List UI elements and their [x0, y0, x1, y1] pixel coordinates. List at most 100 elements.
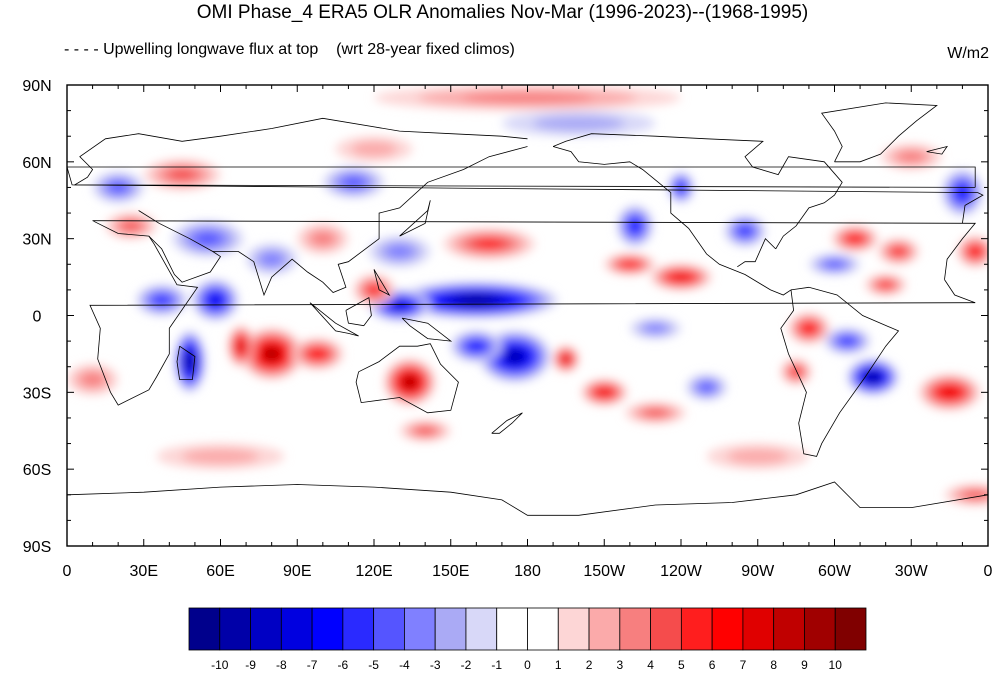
colorbar-label: -9 — [245, 658, 256, 672]
anomaly-contour — [826, 260, 843, 268]
anomaly-contour — [563, 356, 569, 362]
x-tick-label: 0 — [984, 563, 993, 580]
coastline — [212, 146, 528, 297]
anomaly-contour — [195, 232, 220, 245]
colorbar-label: -7 — [307, 658, 318, 672]
coastline — [401, 317, 453, 342]
anomaly-contour — [943, 388, 956, 396]
colorbar-label: 9 — [801, 658, 808, 672]
coastline — [67, 481, 988, 516]
x-tick-label: 150E — [432, 563, 469, 580]
colorbar-label: -5 — [368, 658, 379, 672]
anomaly-contour — [311, 232, 334, 246]
y-tick-label: 90N — [22, 78, 51, 95]
colorbar-box — [527, 607, 559, 651]
colorbar-label: -6 — [338, 658, 349, 672]
anomaly-contour — [599, 389, 609, 395]
anomaly-field — [67, 85, 988, 505]
x-tick-label: 90W — [741, 563, 775, 580]
coastline — [820, 102, 938, 163]
anomaly-contour — [343, 177, 364, 188]
anomaly-contour — [182, 448, 259, 465]
colorbar-label: -1 — [491, 658, 502, 672]
x-tick-label: 120E — [355, 563, 392, 580]
y-tick-label: 60N — [22, 155, 51, 172]
coastline — [176, 345, 196, 380]
coastline — [399, 200, 431, 237]
colorbar-label: -3 — [430, 658, 441, 672]
colorbar-box — [188, 607, 221, 651]
anomaly-contour — [623, 261, 636, 267]
anomaly-contour — [898, 151, 925, 163]
coastline — [73, 117, 984, 224]
colorbar-label: 8 — [770, 658, 777, 672]
coastline — [355, 343, 459, 414]
anomaly-contour — [791, 368, 801, 376]
anomaly-contour — [311, 350, 324, 358]
x-tick-label: 90E — [283, 563, 311, 580]
figure-subtitle: - - - - Upwelling longwave flux at top (… — [64, 41, 515, 58]
anomaly-contour — [260, 252, 283, 266]
colorbar-box — [619, 607, 651, 651]
anomaly-contour — [699, 382, 714, 392]
x-tick-label: 180 — [514, 563, 541, 580]
anomaly-contour — [122, 221, 140, 231]
colorbar-box — [742, 607, 775, 651]
colorbar-box — [557, 607, 590, 651]
latitude-ticks: 90N 60N 30N 0 30S 60S 90S — [22, 78, 988, 556]
x-tick-label: 30E — [130, 563, 158, 580]
x-tick-label: 0 — [63, 563, 72, 580]
coastline — [373, 269, 391, 296]
anomaly-contour — [532, 115, 625, 132]
x-tick-label: 60E — [206, 563, 234, 580]
colorbar-label: 6 — [709, 658, 716, 672]
colorbar-label: -8 — [276, 658, 287, 672]
colorbar-label: 1 — [555, 658, 562, 672]
longitude-ticks: 0 30E 60E 90E 120E 150E 180 150W 120W 90W 60W 30W 0 — [63, 85, 993, 580]
anomaly-contour — [892, 248, 905, 255]
anomaly-contour — [405, 378, 414, 386]
anomaly-contour — [727, 448, 789, 465]
colorbar-box — [434, 607, 467, 651]
colorbar-box — [496, 607, 528, 651]
colorbar-label: -10 — [211, 658, 229, 672]
anomaly-contour — [351, 141, 397, 157]
anomaly-contour — [804, 324, 814, 332]
anomaly-contour — [739, 226, 751, 236]
y-tick-label: 0 — [33, 309, 42, 326]
colorbar-label: 3 — [616, 658, 623, 672]
anomaly-contour — [461, 92, 594, 104]
anomaly-contour — [210, 296, 220, 305]
anomaly-contour — [644, 323, 667, 333]
anomaly-contour — [880, 282, 892, 288]
coastline — [345, 296, 372, 327]
coastline — [67, 166, 976, 188]
coastline — [737, 238, 776, 268]
colorbar-box — [834, 607, 867, 651]
anomaly-contour — [509, 352, 521, 361]
anomaly-contour — [169, 169, 195, 180]
colorbar-box — [588, 607, 621, 651]
x-tick-label: 150W — [583, 563, 626, 580]
coastline — [926, 145, 949, 155]
anomaly-contour — [630, 221, 640, 231]
y-tick-label: 30S — [23, 385, 51, 402]
coastline — [491, 412, 523, 434]
colorbar-label: 4 — [647, 658, 654, 672]
anomaly-contour — [674, 274, 688, 280]
colorbar-label: -4 — [399, 658, 410, 672]
colorbar-box — [465, 607, 498, 651]
x-tick-label: 60W — [818, 563, 852, 580]
anomaly-contour — [965, 491, 986, 499]
anomaly-contour — [869, 374, 877, 380]
anomaly-contour — [266, 349, 277, 358]
anomaly-contour — [841, 337, 854, 345]
coastline — [89, 220, 977, 406]
figure-title: OMI Phase_4 ERA5 OLR Anomalies Nov-Mar (… — [196, 2, 809, 23]
anomaly-contour — [470, 342, 483, 350]
anomaly-contour — [81, 372, 104, 387]
colorbar-box — [373, 607, 405, 651]
colorbar-label: 0 — [524, 658, 531, 672]
coastline — [552, 133, 843, 250]
